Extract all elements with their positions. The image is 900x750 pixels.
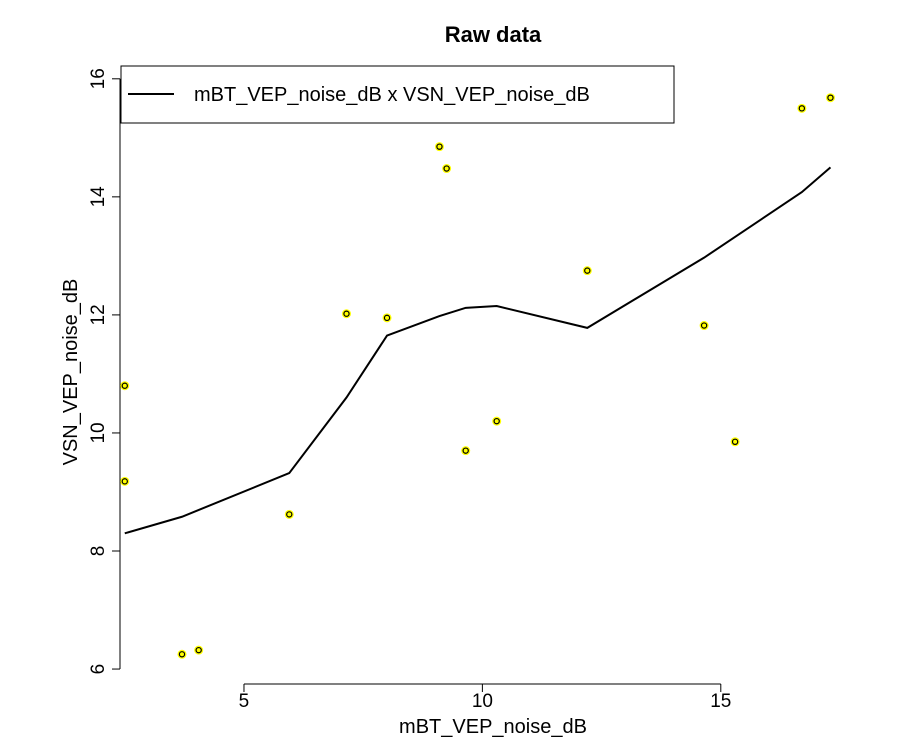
- x-tick-label: 10: [472, 691, 493, 712]
- x-tick-label: 15: [710, 691, 731, 712]
- y-tick-label: 16: [88, 68, 109, 89]
- legend: mBT_VEP_noise_dB x VSN_VEP_noise_dB: [120, 65, 675, 124]
- data-point: [121, 382, 128, 389]
- data-point: [121, 478, 128, 485]
- legend-box: [120, 65, 675, 124]
- y-tick-label: 8: [88, 546, 109, 557]
- data-point: [443, 165, 450, 172]
- data-point: [286, 511, 293, 518]
- y-axis: 6 8 10 12 14 16: [88, 68, 121, 675]
- data-point: [383, 314, 391, 322]
- x-tick-label: 5: [239, 691, 250, 712]
- data-point: [462, 447, 469, 454]
- data-point: [798, 105, 806, 112]
- x-axis: 5 10 15: [239, 683, 731, 712]
- points-layer: [120, 93, 835, 659]
- y-tick-label: 12: [88, 304, 109, 325]
- y-axis-label: VSN_VEP_noise_dB: [60, 279, 82, 466]
- data-point: [584, 267, 591, 274]
- data-point: [493, 417, 500, 425]
- y-tick-label: 14: [88, 186, 109, 208]
- smooth-line-layer: [124, 166, 832, 535]
- y-tick-label: 10: [88, 422, 109, 443]
- legend-label: mBT_VEP_noise_dB x VSN_VEP_noise_dB: [194, 84, 590, 106]
- data-point: [827, 94, 834, 101]
- data-point: [343, 310, 350, 317]
- chart-title: Raw data: [445, 22, 542, 47]
- data-point: [178, 651, 186, 658]
- y-tick-label: 6: [88, 664, 109, 675]
- data-point: [195, 646, 202, 654]
- data-point: [436, 143, 443, 150]
- data-point: [700, 322, 708, 329]
- x-axis-label: mBT_VEP_noise_dB: [399, 716, 587, 738]
- data-point: [731, 438, 739, 446]
- smooth-line: [124, 166, 832, 535]
